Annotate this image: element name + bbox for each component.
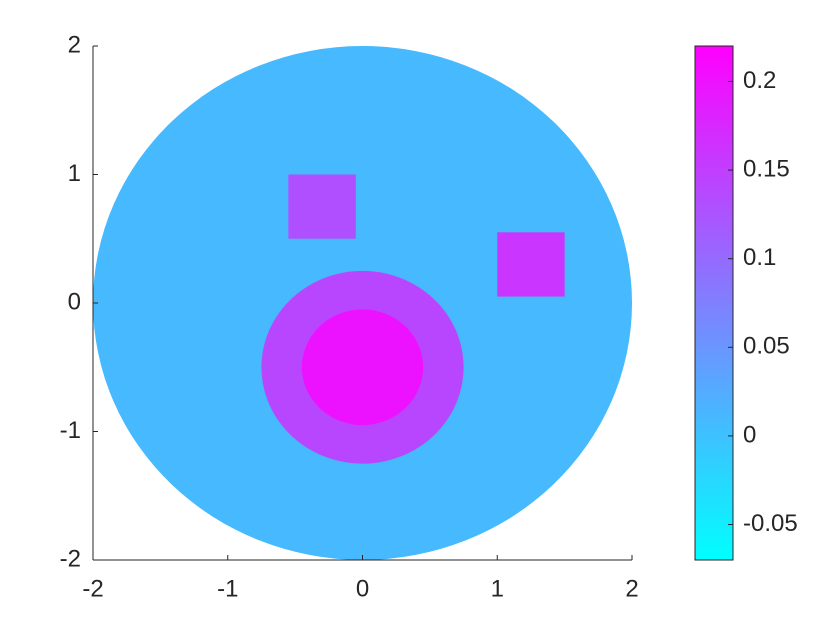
y-tick-label: -2 [60, 545, 81, 572]
y-tick-label: 0 [68, 288, 81, 315]
colorbar-tick-label: 0.15 [743, 155, 790, 182]
colorbar-tick-label: 0.1 [743, 244, 776, 271]
x-tick-label: -1 [217, 575, 238, 602]
y-tick-label: -1 [60, 417, 81, 444]
x-tick-label: 2 [625, 575, 638, 602]
colorbar-tick-label: 0.05 [743, 333, 790, 360]
y-tick-label: 2 [68, 31, 81, 58]
y-tick-label: 1 [68, 160, 81, 187]
field-region [288, 174, 356, 239]
colorbar-tick-label: -0.05 [743, 510, 798, 537]
colorbar-tick-label: 0 [743, 421, 756, 448]
x-tick-label: 1 [491, 575, 504, 602]
colorbar [694, 45, 734, 561]
x-tick-label: -2 [82, 575, 103, 602]
colorbar-tick-label: 0.2 [743, 67, 776, 94]
field-region [301, 309, 424, 426]
x-tick-label: 0 [356, 575, 369, 602]
field-region [497, 232, 565, 297]
